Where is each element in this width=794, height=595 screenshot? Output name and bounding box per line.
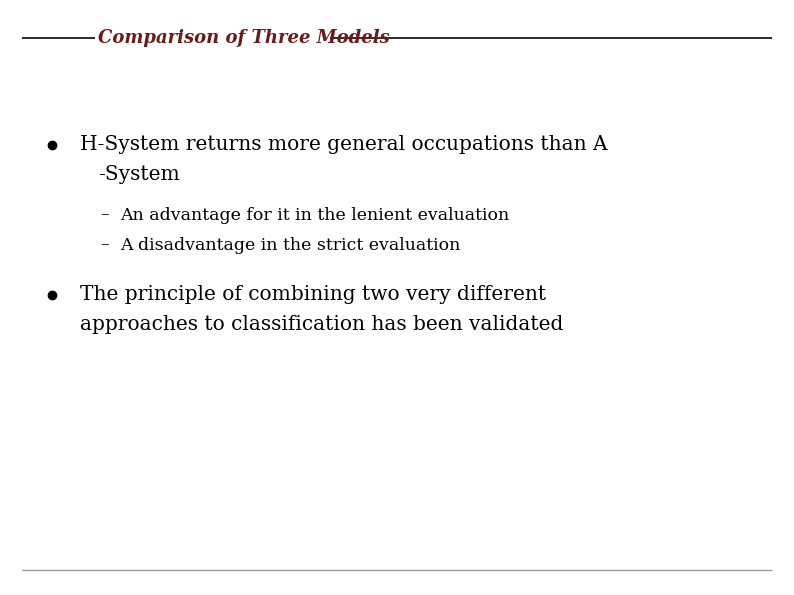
Text: An advantage for it in the lenient evaluation: An advantage for it in the lenient evalu… — [120, 206, 509, 224]
Text: approaches to classification has been validated: approaches to classification has been va… — [80, 315, 564, 334]
Text: The principle of combining two very different: The principle of combining two very diff… — [80, 286, 546, 305]
Text: –: – — [100, 236, 109, 253]
Text: Comparison of Three Models: Comparison of Three Models — [98, 29, 390, 47]
Text: –: – — [100, 206, 109, 224]
Text: H-System returns more general occupations than A: H-System returns more general occupation… — [80, 136, 607, 155]
Text: -System: -System — [98, 165, 179, 184]
Text: A disadvantage in the strict evaluation: A disadvantage in the strict evaluation — [120, 236, 461, 253]
